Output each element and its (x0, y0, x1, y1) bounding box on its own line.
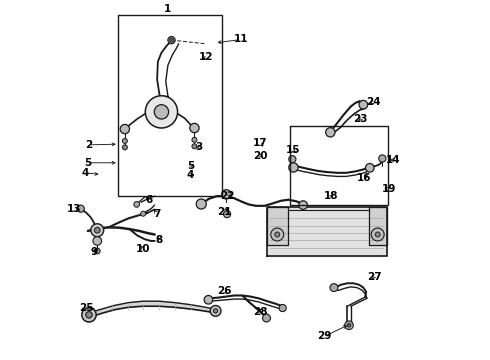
Circle shape (141, 211, 146, 216)
Text: 23: 23 (353, 114, 368, 124)
Text: 3: 3 (196, 142, 203, 152)
Circle shape (190, 123, 199, 133)
Circle shape (95, 227, 100, 233)
Text: 25: 25 (79, 303, 94, 313)
Circle shape (347, 323, 351, 327)
Polygon shape (267, 207, 387, 256)
Circle shape (86, 312, 92, 318)
Text: 18: 18 (324, 192, 338, 202)
Circle shape (214, 309, 218, 313)
Text: 17: 17 (253, 139, 268, 148)
Circle shape (371, 228, 384, 241)
Circle shape (154, 105, 169, 119)
Circle shape (299, 201, 307, 210)
Text: 11: 11 (234, 35, 248, 44)
Text: 7: 7 (153, 209, 160, 219)
Polygon shape (368, 207, 387, 245)
Text: 28: 28 (253, 307, 268, 317)
Circle shape (263, 314, 270, 322)
Circle shape (326, 128, 335, 137)
Text: 8: 8 (155, 235, 163, 245)
Circle shape (359, 100, 368, 109)
Text: 2: 2 (85, 140, 92, 150)
Circle shape (289, 156, 296, 163)
Text: 5: 5 (187, 161, 194, 171)
Circle shape (279, 305, 286, 312)
Circle shape (344, 321, 353, 329)
Text: 15: 15 (286, 145, 300, 155)
Text: 27: 27 (367, 272, 381, 282)
Circle shape (271, 228, 284, 241)
Circle shape (221, 190, 231, 199)
Circle shape (120, 125, 129, 134)
Circle shape (196, 199, 206, 209)
Circle shape (134, 202, 140, 207)
Text: 22: 22 (220, 192, 234, 202)
Text: 24: 24 (366, 97, 380, 107)
Circle shape (223, 211, 231, 218)
Text: 4: 4 (187, 170, 194, 180)
Text: 4: 4 (82, 168, 89, 178)
Text: 13: 13 (66, 204, 81, 215)
Circle shape (366, 163, 374, 172)
Circle shape (204, 296, 213, 304)
Bar (118, 15, 221, 196)
Circle shape (379, 155, 386, 162)
Bar (290, 126, 389, 205)
Text: 9: 9 (91, 247, 98, 257)
Circle shape (168, 37, 175, 44)
Circle shape (375, 232, 380, 237)
Text: 19: 19 (382, 184, 396, 194)
Text: 21: 21 (217, 207, 231, 217)
Circle shape (192, 144, 197, 149)
Circle shape (95, 248, 100, 254)
Text: 5: 5 (85, 158, 92, 168)
Circle shape (77, 205, 84, 212)
Text: 29: 29 (318, 331, 332, 341)
Circle shape (93, 237, 101, 245)
Circle shape (210, 306, 221, 316)
Text: 16: 16 (357, 173, 371, 183)
Polygon shape (90, 301, 215, 317)
Text: 20: 20 (253, 150, 268, 161)
Text: 1: 1 (164, 4, 171, 14)
Circle shape (122, 145, 127, 150)
Circle shape (146, 96, 177, 128)
Circle shape (82, 308, 96, 322)
Circle shape (170, 39, 173, 42)
Circle shape (330, 284, 338, 292)
Text: 10: 10 (136, 244, 150, 254)
Text: 26: 26 (217, 286, 231, 296)
Circle shape (289, 163, 298, 172)
Text: 12: 12 (199, 52, 214, 62)
Polygon shape (267, 207, 288, 245)
Circle shape (91, 224, 104, 237)
Text: 14: 14 (386, 155, 400, 165)
Circle shape (192, 137, 197, 142)
Circle shape (275, 232, 280, 237)
Text: 6: 6 (145, 195, 152, 205)
Circle shape (122, 138, 127, 143)
